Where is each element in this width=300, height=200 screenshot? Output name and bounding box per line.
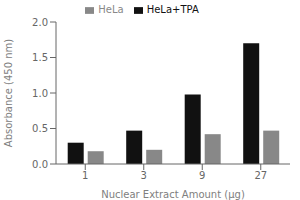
svg-text:9: 9	[199, 170, 205, 181]
svg-text:0.5: 0.5	[32, 123, 48, 134]
html-text:HeLa: HeLa	[98, 4, 124, 15]
svg-text:3: 3	[141, 170, 147, 181]
svg-text:Absorbance (450 nm): Absorbance (450 nm)	[8, 39, 14, 148]
svg-text:0.0: 0.0	[32, 159, 48, 170]
svg-text:1: 1	[82, 170, 88, 181]
svg-text:1.5: 1.5	[32, 52, 48, 63]
svg-text:Nuclear Extract Amount (μg): Nuclear Extract Amount (μg)	[101, 189, 245, 200]
svg-text:1.0: 1.0	[32, 88, 48, 99]
html-text:HeLa+TPA: HeLa+TPA	[146, 4, 199, 15]
svg-text:2.0: 2.0	[32, 17, 48, 28]
svg-text:27: 27	[254, 170, 267, 181]
